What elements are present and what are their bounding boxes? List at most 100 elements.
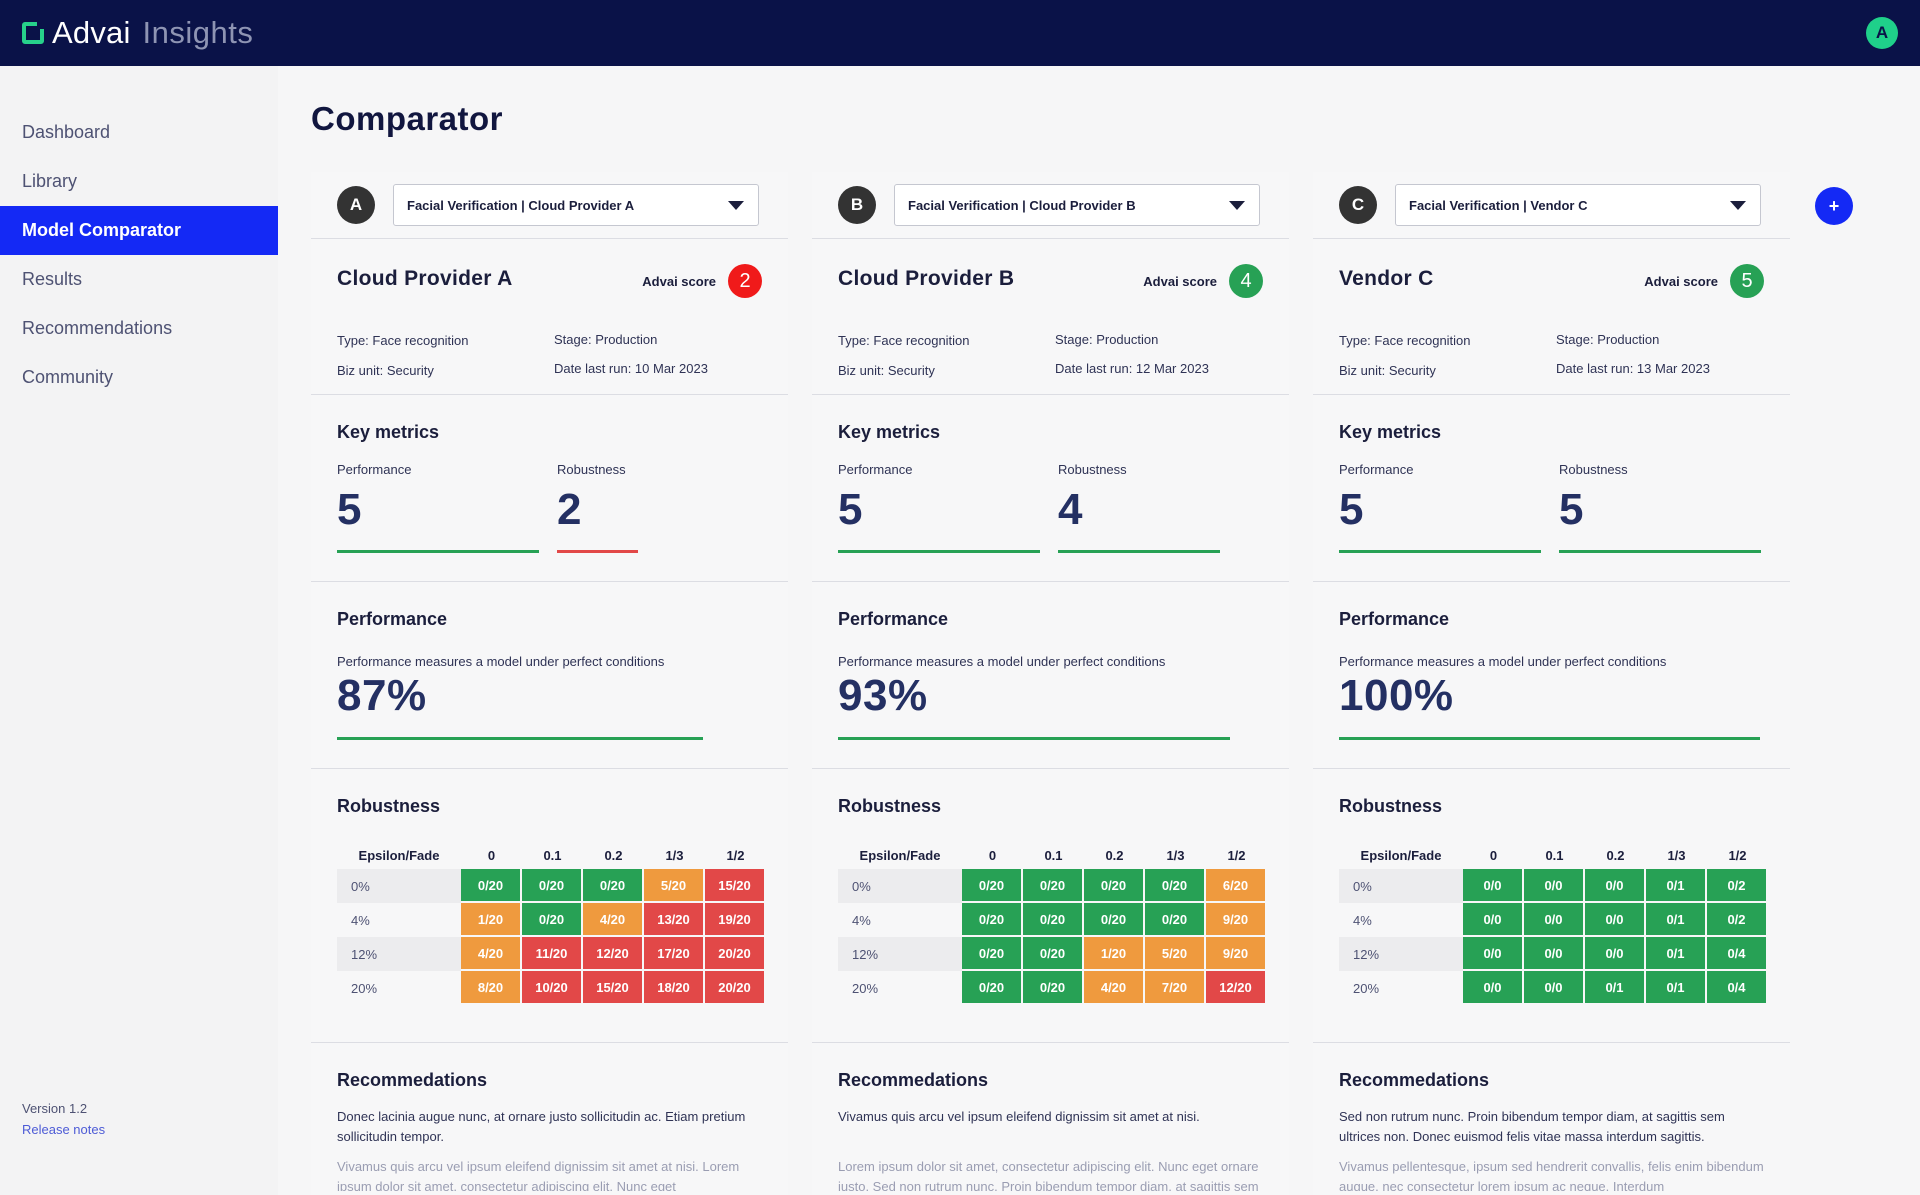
grid-cell: 0/20 xyxy=(962,869,1023,903)
model-name: Cloud Provider B xyxy=(838,267,1015,290)
column-header: A Facial Verification | Cloud Provider A xyxy=(311,172,788,239)
robustness-metric-label: Robustness xyxy=(1559,462,1628,477)
performance-metric-bar xyxy=(1339,550,1541,553)
grid-cell: 0/2 xyxy=(1707,869,1768,903)
model-select[interactable]: Facial Verification | Cloud Provider B xyxy=(894,184,1260,226)
performance-percentage: 87% xyxy=(337,671,427,720)
grid-row: 4% 0/0 0/0 0/0 0/1 0/2 xyxy=(1339,903,1768,937)
grid-cell: 0/2 xyxy=(1707,903,1768,937)
sidebar-item-results[interactable]: Results xyxy=(22,269,83,289)
grid-row: 4% 1/20 0/20 4/20 13/20 19/20 xyxy=(337,903,766,937)
grid-cell: 9/20 xyxy=(1206,903,1267,937)
grid-column-header: 0 xyxy=(1489,847,1498,863)
grid-cell: 0/20 xyxy=(1023,869,1084,903)
release-notes-link[interactable]: Release notes xyxy=(22,1122,106,1137)
version-label: Version 1.2 xyxy=(22,1101,88,1116)
robustness-metric-value: 5 xyxy=(1559,485,1584,534)
performance-metric-label: Performance xyxy=(838,462,913,477)
grid-header-row: Epsilon/Fade 0 0.1 0.2 1/3 1/2 xyxy=(1339,841,1768,869)
grid-cell: 0/0 xyxy=(1585,903,1646,937)
recommendations-heading: Recommedations xyxy=(1339,1070,1490,1090)
model-stage: Stage: Production xyxy=(1055,332,1159,347)
recommendation-text: Donec lacinia augue nunc, at ornare just… xyxy=(337,1109,746,1144)
grid-cell: 0/20 xyxy=(1145,869,1206,903)
advai-score-badge: 4 xyxy=(1229,264,1263,298)
grid-cell: 13/20 xyxy=(644,903,705,937)
grid-row: 12% 0/0 0/0 0/0 0/1 0/4 xyxy=(1339,937,1768,971)
column-letter-badge: B xyxy=(838,186,876,224)
grid-column-header: 0 xyxy=(988,847,997,863)
user-avatar[interactable]: A xyxy=(1866,17,1898,49)
performance-description: Performance measures a model under perfe… xyxy=(1339,654,1667,669)
recommendation-text-more: Lorem ipsum dolor sit amet, consectetur … xyxy=(838,1159,1259,1191)
grid-cell: 1/20 xyxy=(1084,937,1145,971)
grid-cell: 4/20 xyxy=(1084,971,1145,1005)
performance-heading: Performance xyxy=(1339,609,1450,629)
robustness-section: Robustness Epsilon/Fade 0 0.1 0.2 1/3 1/2 0% 0/… xyxy=(1313,769,1790,1043)
model-select[interactable]: Facial Verification | Vendor C xyxy=(1395,184,1761,226)
grid-column-header: 1/3 xyxy=(1667,847,1686,863)
recommendation-text-more: Vivamus quis arcu vel ipsum eleifend dig… xyxy=(337,1159,740,1191)
recommendation-text-more: Vivamus pellentesque, ipsum sed hendreri… xyxy=(1339,1159,1764,1191)
grid-column-header: 1/2 xyxy=(726,847,745,863)
sidebar-item-model-comparator[interactable]: Model Comparator xyxy=(0,206,278,255)
grid-cell: 0/20 xyxy=(583,869,644,903)
performance-section: Performance Performance measures a model… xyxy=(1313,582,1790,769)
performance-percentage-bar xyxy=(1339,737,1760,740)
grid-row-label: 4% xyxy=(337,903,461,937)
model-select[interactable]: Facial Verification | Cloud Provider A xyxy=(393,184,759,226)
grid-row-label: 20% xyxy=(838,971,962,1005)
grid-cell: 0/1 xyxy=(1585,971,1646,1005)
key-metrics-section: Key metrics Performance Robustness 5 4 xyxy=(812,395,1289,582)
sidebar-item-community[interactable]: Community xyxy=(22,367,114,387)
model-info-section: Vendor C Advai score 5 Type: Face recogn… xyxy=(1313,239,1790,395)
robustness-heading: Robustness xyxy=(1339,796,1443,816)
model-select-value: Facial Verification | Cloud Provider A xyxy=(407,197,635,213)
grid-cell: 0/20 xyxy=(1084,903,1145,937)
grid-cell: 20/20 xyxy=(705,971,766,1005)
model-type: Type: Face recognition xyxy=(337,333,469,348)
grid-row-label: 12% xyxy=(1339,937,1463,971)
grid-column-header: 1/3 xyxy=(1166,847,1185,863)
sidebar-item-recommendations[interactable]: Recommendations xyxy=(22,318,173,338)
grid-cell: 0/1 xyxy=(1646,903,1707,937)
key-metrics-heading: Key metrics xyxy=(1339,422,1442,442)
grid-cell: 0/4 xyxy=(1707,971,1768,1005)
advai-score-badge: 5 xyxy=(1730,264,1764,298)
grid-row: 0% 0/20 0/20 0/20 0/20 6/20 xyxy=(838,869,1267,903)
sidebar-item-dashboard[interactable]: Dashboard xyxy=(22,122,111,142)
grid-row-label: 20% xyxy=(1339,971,1463,1005)
grid-cell: 8/20 xyxy=(461,971,522,1005)
robustness-metric-value: 2 xyxy=(557,485,582,534)
grid-row-label: 12% xyxy=(838,937,962,971)
grid-cell: 7/20 xyxy=(1145,971,1206,1005)
grid-corner-label: Epsilon/Fade xyxy=(1360,847,1442,863)
chevron-down-icon xyxy=(1229,201,1245,210)
add-comparison-button[interactable]: + xyxy=(1815,187,1853,225)
advai-score-badge: 2 xyxy=(728,264,762,298)
performance-description: Performance measures a model under perfe… xyxy=(838,654,1166,669)
column-letter-badge: A xyxy=(337,186,375,224)
grid-cell: 4/20 xyxy=(461,937,522,971)
robustness-grid: Epsilon/Fade 0 0.1 0.2 1/3 1/2 0% 0/20 0/20 0/20 5… xyxy=(337,841,766,1005)
grid-row: 12% 4/20 11/20 12/20 17/20 20/20 xyxy=(337,937,766,971)
grid-cell: 0/20 xyxy=(522,869,583,903)
performance-heading: Performance xyxy=(838,609,949,629)
grid-row-label: 4% xyxy=(838,903,962,937)
sidebar-item-library[interactable]: Library xyxy=(22,171,78,191)
robustness-metric-bar xyxy=(1058,550,1220,553)
chevron-down-icon xyxy=(728,201,744,210)
grid-row-label: 20% xyxy=(337,971,461,1005)
grid-cell: 0/0 xyxy=(1463,869,1524,903)
key-metrics-section: Key metrics Performance Robustness 5 5 xyxy=(1313,395,1790,582)
recommendations-section: Recommedations Donec lacinia augue nunc,… xyxy=(311,1043,788,1195)
robustness-heading: Robustness xyxy=(838,796,942,816)
robustness-section: Robustness Epsilon/Fade 0 0.1 0.2 1/3 1/2 0% 0/… xyxy=(311,769,788,1043)
recommendation-text: Sed non rutrum nunc. Proin bibendum temp… xyxy=(1339,1109,1725,1144)
grid-cell: 12/20 xyxy=(583,937,644,971)
advai-score-label: Advai score xyxy=(1143,274,1217,289)
grid-row-label: 0% xyxy=(337,869,461,903)
grid-cell: 0/1 xyxy=(1646,937,1707,971)
grid-cell: 0/0 xyxy=(1463,937,1524,971)
grid-column-header: 1/2 xyxy=(1227,847,1246,863)
